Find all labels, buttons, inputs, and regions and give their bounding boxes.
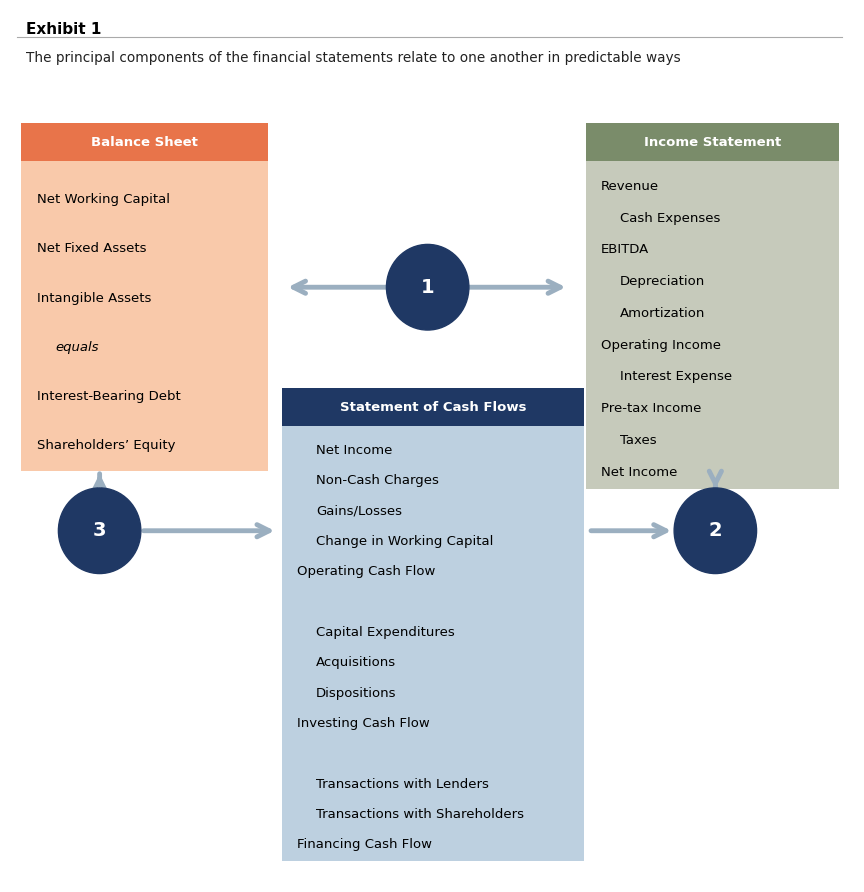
Text: Investing Cash Flow: Investing Cash Flow (297, 717, 430, 730)
Text: Pre-tax Income: Pre-tax Income (601, 402, 702, 415)
Text: EBITDA: EBITDA (601, 244, 650, 256)
Text: Dispositions: Dispositions (316, 687, 397, 699)
Circle shape (674, 488, 757, 574)
Text: Capital Expenditures: Capital Expenditures (316, 626, 454, 639)
Text: Cash Expenses: Cash Expenses (620, 211, 721, 225)
Text: Revenue: Revenue (601, 180, 659, 193)
Text: Transactions with Shareholders: Transactions with Shareholders (316, 808, 524, 822)
Circle shape (386, 244, 469, 330)
Text: Intangible Assets: Intangible Assets (37, 292, 151, 304)
Text: Financing Cash Flow: Financing Cash Flow (297, 838, 432, 852)
FancyBboxPatch shape (586, 123, 839, 161)
Text: Non-Cash Charges: Non-Cash Charges (316, 474, 439, 487)
Text: 1: 1 (421, 277, 435, 297)
Text: Income Statement: Income Statement (644, 136, 781, 149)
Text: Acquisitions: Acquisitions (316, 657, 397, 669)
FancyBboxPatch shape (282, 426, 584, 861)
FancyBboxPatch shape (282, 388, 584, 426)
Circle shape (59, 488, 141, 574)
Text: Shareholders’ Equity: Shareholders’ Equity (37, 439, 175, 452)
Text: Operating Income: Operating Income (601, 339, 721, 351)
Text: Interest Expense: Interest Expense (620, 370, 732, 384)
Text: Statement of Cash Flows: Statement of Cash Flows (340, 401, 526, 414)
Text: Change in Working Capital: Change in Working Capital (316, 534, 493, 548)
FancyBboxPatch shape (22, 123, 268, 161)
Text: Transactions with Lenders: Transactions with Lenders (316, 778, 489, 790)
Text: Net Income: Net Income (601, 466, 677, 479)
Text: Net Fixed Assets: Net Fixed Assets (37, 243, 146, 255)
Text: Gains/Losses: Gains/Losses (316, 504, 402, 517)
Text: Operating Cash Flow: Operating Cash Flow (297, 566, 435, 578)
Text: equals: equals (56, 341, 99, 353)
FancyBboxPatch shape (586, 161, 839, 489)
Text: Net Income: Net Income (316, 443, 392, 457)
Text: Interest-Bearing Debt: Interest-Bearing Debt (37, 390, 181, 403)
Text: Amortization: Amortization (620, 307, 705, 320)
Text: 3: 3 (92, 521, 106, 541)
Text: Depreciation: Depreciation (620, 275, 705, 288)
Text: 2: 2 (708, 521, 722, 541)
Text: Net Working Capital: Net Working Capital (37, 194, 170, 206)
Text: Taxes: Taxes (620, 434, 657, 447)
Text: Balance Sheet: Balance Sheet (92, 136, 198, 149)
Text: The principal components of the financial statements relate to one another in pr: The principal components of the financia… (26, 51, 681, 65)
FancyBboxPatch shape (22, 161, 268, 471)
Text: Exhibit 1: Exhibit 1 (26, 22, 101, 37)
